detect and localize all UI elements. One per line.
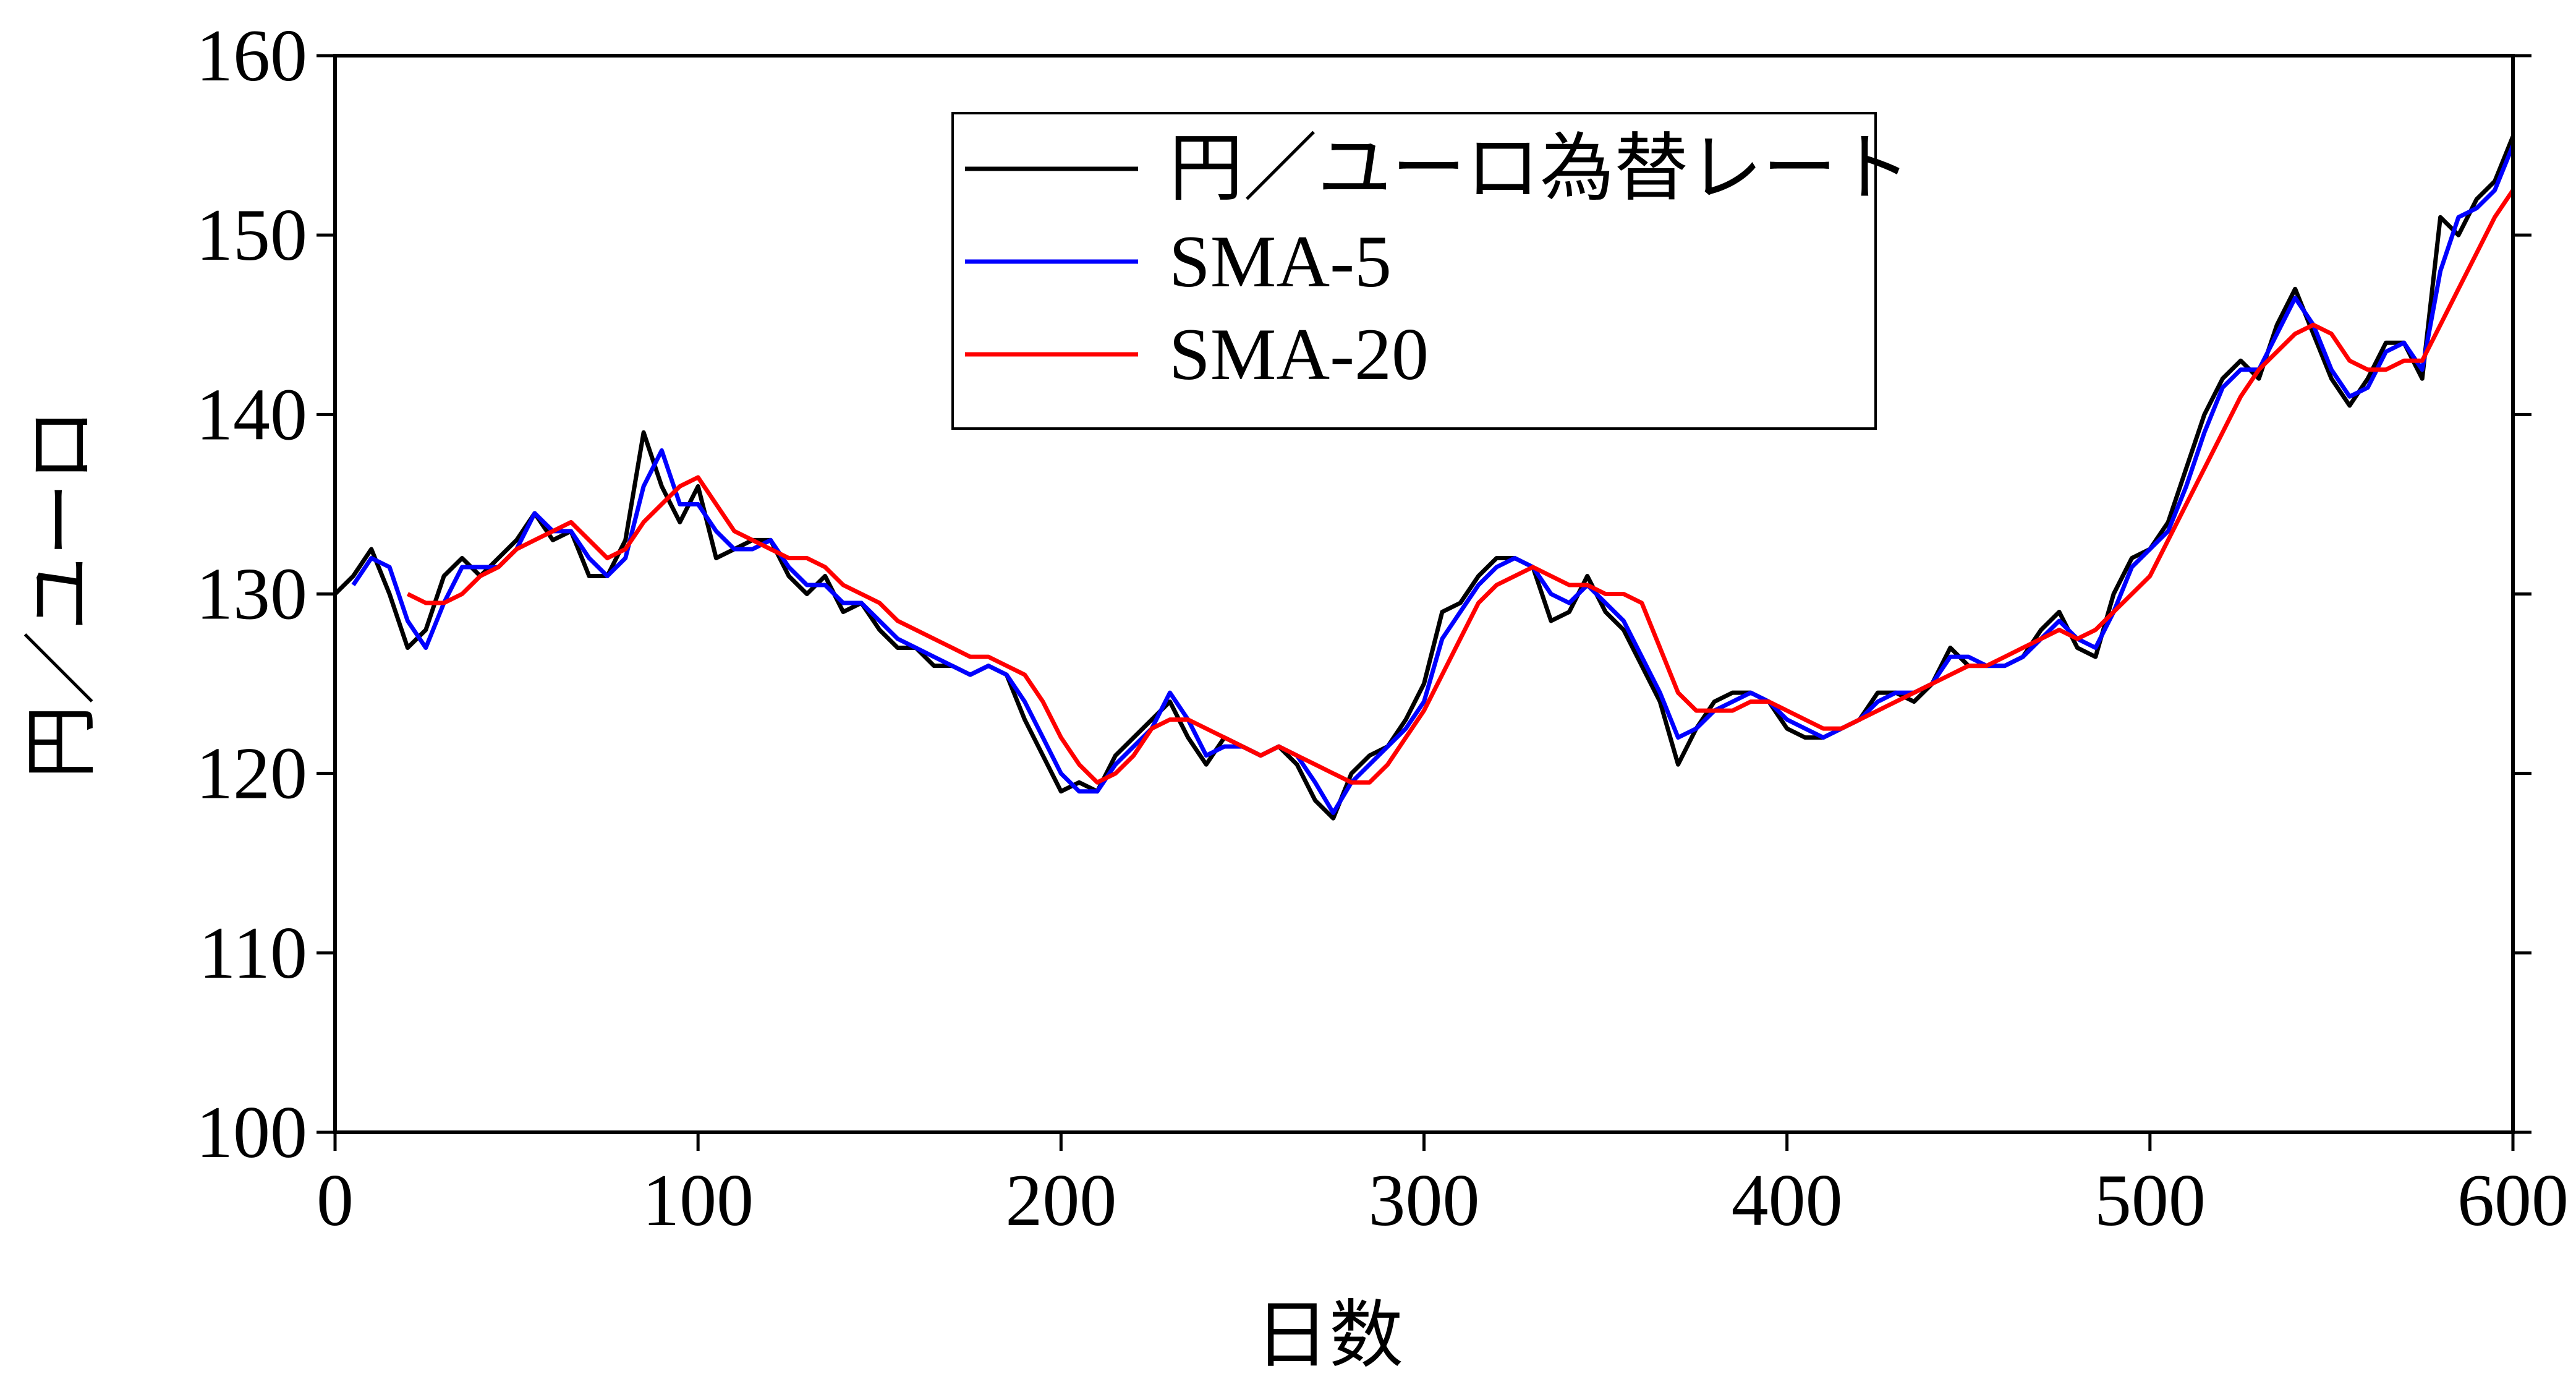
y-tick-label: 110 <box>198 912 307 994</box>
series-line <box>406 189 2515 785</box>
x-tick-label: 300 <box>1369 1159 1480 1241</box>
series-line <box>351 144 2515 815</box>
plot-frame <box>333 54 2515 1134</box>
legend-frame <box>951 112 1877 430</box>
legend-label: 円／ユーロ為替レート <box>1169 126 1911 211</box>
x-tick-label: 0 <box>317 1159 354 1241</box>
x-axis-label: 日数 <box>1255 1292 1403 1378</box>
legend-label: SMA-20 <box>1169 313 1429 395</box>
y-tick-label: 150 <box>196 194 307 276</box>
x-tick-label: 400 <box>1732 1159 1843 1241</box>
y-tick-label: 120 <box>196 732 307 814</box>
y-tick-label: 130 <box>196 553 307 635</box>
y-tick-label: 140 <box>196 373 307 455</box>
x-tick-label: 500 <box>2094 1159 2206 1241</box>
legend-label: SMA-5 <box>1169 220 1392 302</box>
y-tick-label: 100 <box>196 1091 307 1173</box>
y-axis-label: 円／ユーロ <box>19 408 104 779</box>
x-tick-label: 600 <box>2457 1159 2569 1241</box>
y-tick-label: 160 <box>196 14 307 96</box>
x-tick-label: 200 <box>1005 1159 1116 1241</box>
x-tick-label: 100 <box>642 1159 754 1241</box>
